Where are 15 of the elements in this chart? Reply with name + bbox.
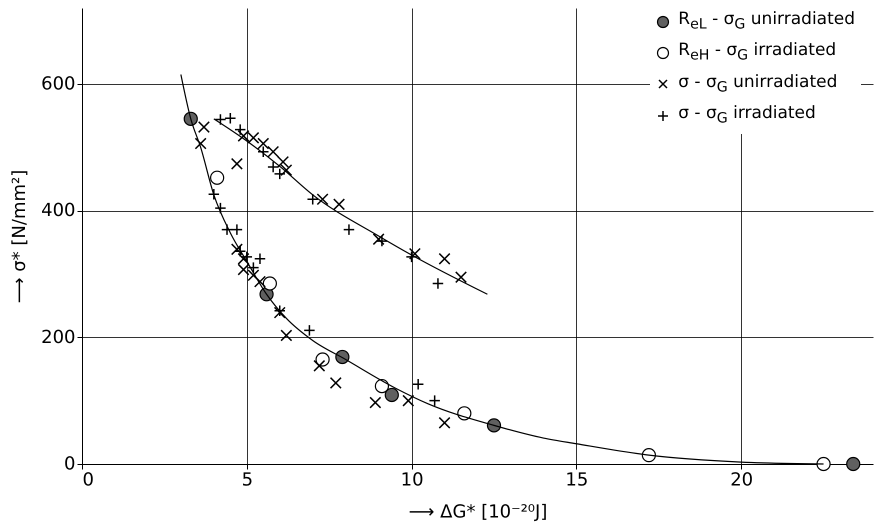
legend-label: σ - σ$_{G}$ unirradiated [678, 70, 838, 98]
x-tick-label: 20 [730, 470, 754, 490]
legend-label: R$_{eH}$ - σ$_{G}$ irradiated [678, 39, 836, 66]
x-tick-label: 5 [242, 470, 254, 490]
x-tick-label: 0 [82, 470, 94, 490]
y-tick-label: 400 [41, 200, 76, 222]
y-tick-label: 600 [41, 74, 76, 94]
x-tick-label: 15 [565, 470, 588, 490]
y-tick-label: 0 [64, 454, 76, 474]
legend-label: R$_{eL}$ - σ$_{G}$ unirradiated [678, 8, 855, 34]
y-tick-label: 200 [41, 326, 76, 348]
x-tick-label: 10 [400, 470, 424, 490]
y-axis-title: ⟶ σ* [N/mm²] [9, 170, 30, 304]
legend-label: σ - σ$_{G}$ irradiated [678, 102, 816, 129]
x-axis-title: ⟶ ΔG* [10⁻²⁰J] [408, 502, 548, 522]
